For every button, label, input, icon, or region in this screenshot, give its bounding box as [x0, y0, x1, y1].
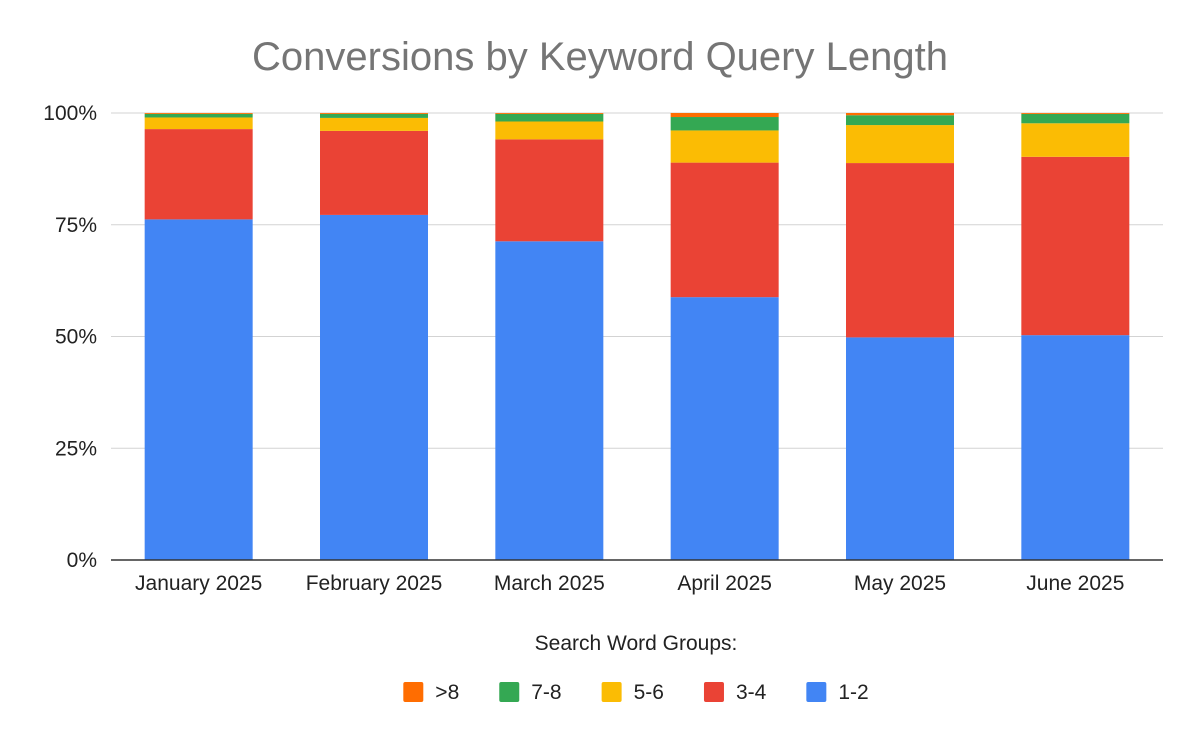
legend-swatch-5-6 — [601, 682, 622, 702]
legend-title: Search Word Groups: — [535, 632, 738, 655]
y-tick-label-100: 100% — [43, 102, 97, 125]
x-tick-label-february-2025: February 2025 — [306, 572, 443, 595]
chart-title: Conversions by Keyword Query Length — [252, 35, 948, 79]
bar-june-2025-5-6 — [1021, 123, 1130, 157]
bar-february-2025-3-4 — [320, 130, 428, 215]
x-tick-label-april-2025: April 2025 — [677, 572, 772, 595]
bar-january-2025-3-4 — [144, 129, 253, 220]
bar-march-2025-5-6 — [495, 121, 604, 140]
legend-label-7-8: 7-8 — [531, 681, 561, 704]
bar-may-2025-3-4 — [846, 163, 954, 338]
y-tick-label-0: 0% — [67, 549, 97, 572]
x-tick-label-may-2025: May 2025 — [854, 572, 946, 595]
bar-may-2025-gt8 — [846, 113, 954, 116]
bar-march-2025-7-8 — [495, 113, 604, 122]
legend-item-1-2: 1-2 — [806, 681, 869, 704]
bars — [144, 113, 1130, 561]
bar-february-2025-gt8 — [320, 113, 428, 114]
bar-april-2025-5-6 — [670, 130, 779, 163]
bar-may-2025-7-8 — [846, 115, 954, 126]
bar-march-2025-1-2 — [495, 241, 604, 560]
legend: >8 7-8 5-6 3-4 1-2 — [403, 681, 869, 704]
bar-january-2025-7-8 — [144, 113, 253, 118]
bar-april-2025-7-8 — [670, 117, 779, 131]
bar-january-2025-5-6 — [144, 117, 253, 130]
gridlines — [111, 112, 1163, 449]
bar-june-2025-7-8 — [1021, 113, 1130, 124]
legend-swatch-1-2 — [806, 682, 827, 702]
legend-swatch-7-8 — [499, 682, 520, 702]
legend-swatch-gt8 — [403, 682, 424, 702]
bar-april-2025-1-2 — [670, 297, 779, 560]
bar-march-2025-gt8 — [495, 113, 604, 114]
y-tick-label-50: 50% — [55, 326, 97, 349]
legend-item-5-6: 5-6 — [601, 681, 664, 704]
bar-april-2025-3-4 — [670, 162, 779, 298]
bar-march-2025-3-4 — [495, 139, 604, 242]
bar-may-2025-5-6 — [846, 125, 954, 164]
legend-item-gt8: >8 — [403, 681, 459, 704]
x-tick-label-march-2025: March 2025 — [494, 572, 605, 595]
y-tick-label-75: 75% — [55, 214, 97, 237]
legend-label-1-2: 1-2 — [838, 681, 868, 704]
bar-february-2025-5-6 — [320, 117, 428, 131]
x-tick-label-january-2025: January 2025 — [135, 572, 262, 595]
bar-april-2025-gt8 — [670, 113, 779, 118]
legend-item-7-8: 7-8 — [499, 681, 562, 704]
bar-june-2025-1-2 — [1021, 335, 1130, 560]
bar-february-2025-1-2 — [320, 214, 428, 560]
legend-item-3-4: 3-4 — [703, 681, 767, 704]
bar-june-2025-gt8 — [1021, 113, 1130, 114]
legend-swatch-3-4 — [703, 682, 724, 702]
x-tick-label-june-2025: June 2025 — [1026, 572, 1124, 595]
y-tick-label-25: 25% — [55, 437, 97, 460]
legend-label-3-4: 3-4 — [736, 681, 767, 704]
bar-february-2025-7-8 — [320, 113, 428, 118]
axes: 0% 25% 50% 75% 100% January 2025 February 2025… — [43, 102, 1163, 595]
bar-january-2025-gt8 — [144, 113, 253, 114]
bar-june-2025-3-4 — [1021, 156, 1130, 336]
legend-label-gt8: >8 — [435, 681, 459, 704]
legend-label-5-6: 5-6 — [634, 681, 664, 704]
bar-may-2025-1-2 — [846, 337, 954, 560]
bar-january-2025-1-2 — [144, 219, 253, 561]
